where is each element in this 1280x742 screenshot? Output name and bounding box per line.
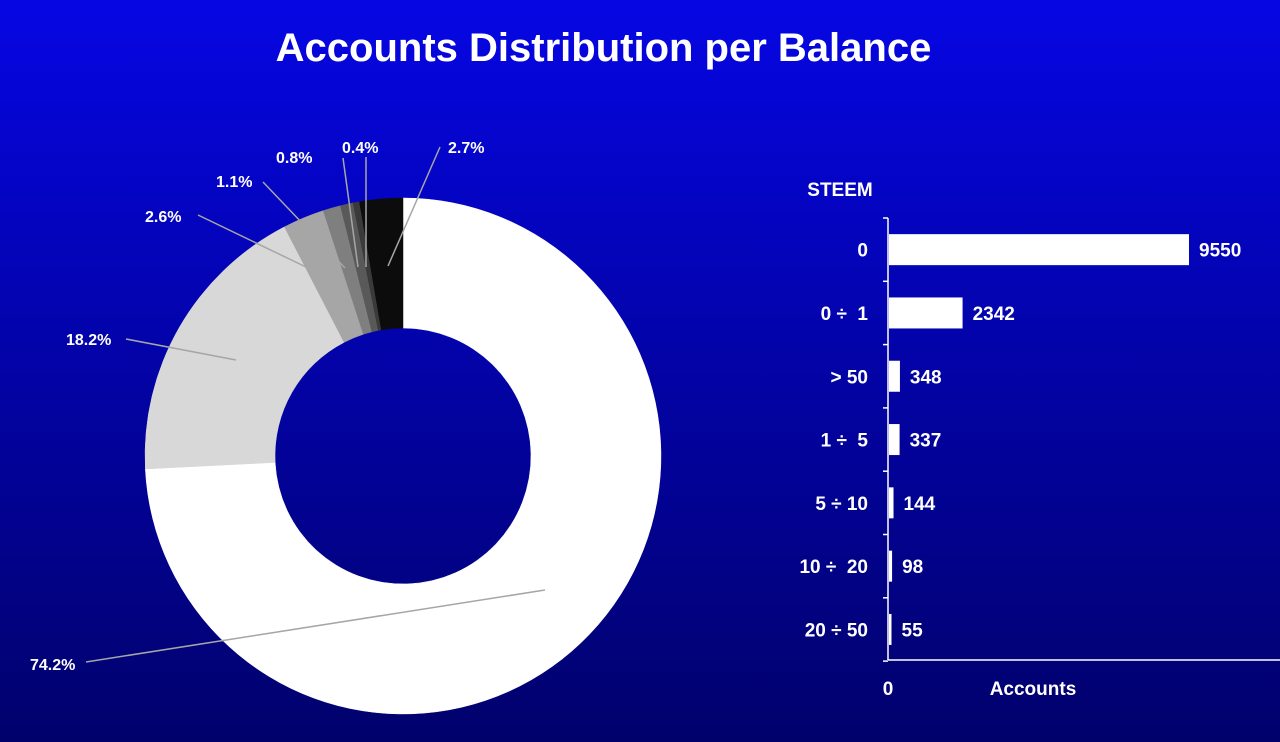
data-label: 337 — [910, 431, 942, 452]
bar — [889, 613, 892, 645]
data-label: 348 — [910, 367, 942, 388]
bar — [889, 297, 963, 329]
leader-line — [197, 214, 309, 269]
category-label: 20 ÷ 50 — [805, 620, 868, 641]
data-label: 2342 — [973, 304, 1015, 325]
slice-label: 0.8% — [276, 150, 312, 167]
bar — [889, 360, 900, 392]
bar — [889, 234, 1189, 266]
leader-line — [387, 146, 441, 267]
slice-label: 74.2% — [30, 657, 75, 674]
slice-label: 1.1% — [216, 174, 252, 191]
donut-slice — [144, 226, 345, 470]
category-label: 5 ÷ 10 — [815, 494, 868, 515]
page-title: Accounts Distribution per Balance — [275, 26, 932, 70]
leader-line — [262, 181, 346, 269]
data-label: 9550 — [1199, 241, 1241, 262]
data-label: 144 — [904, 494, 936, 515]
bar — [889, 487, 894, 519]
donut-slice — [359, 197, 404, 331]
x-axis-title: Accounts — [990, 679, 1077, 700]
bar — [889, 550, 893, 582]
slice-label: 18.2% — [66, 332, 111, 349]
leader-line — [85, 589, 546, 663]
data-label: 55 — [902, 620, 924, 641]
data-label: 98 — [902, 557, 923, 578]
category-label: 1 ÷ 5 — [821, 431, 869, 452]
donut-chart: 74.2% 18.2% 2.6% 1.1% 0.8% 0.4% 2.7% — [30, 140, 662, 715]
leader-line — [125, 338, 237, 361]
category-label: 0 — [857, 241, 868, 262]
category-label: > 50 — [830, 367, 868, 388]
y-axis-title: STEEM — [807, 180, 872, 201]
category-label: 0 ÷ 1 — [821, 304, 869, 325]
category-label: 10 ÷ 20 — [799, 557, 868, 578]
slice-label: 0.4% — [342, 140, 378, 157]
bar-chart: STEEM 0 9550 0 ÷ 1 2342 > 50 348 1 ÷ 5 337 5 ÷ 10… — [799, 180, 1280, 700]
slice-label: 2.7% — [448, 140, 484, 157]
bar — [889, 424, 900, 456]
leader-line — [342, 157, 359, 268]
donut-slice — [145, 197, 662, 715]
x-tick-label: 0 — [883, 679, 894, 700]
slice-label: 2.6% — [145, 209, 181, 226]
